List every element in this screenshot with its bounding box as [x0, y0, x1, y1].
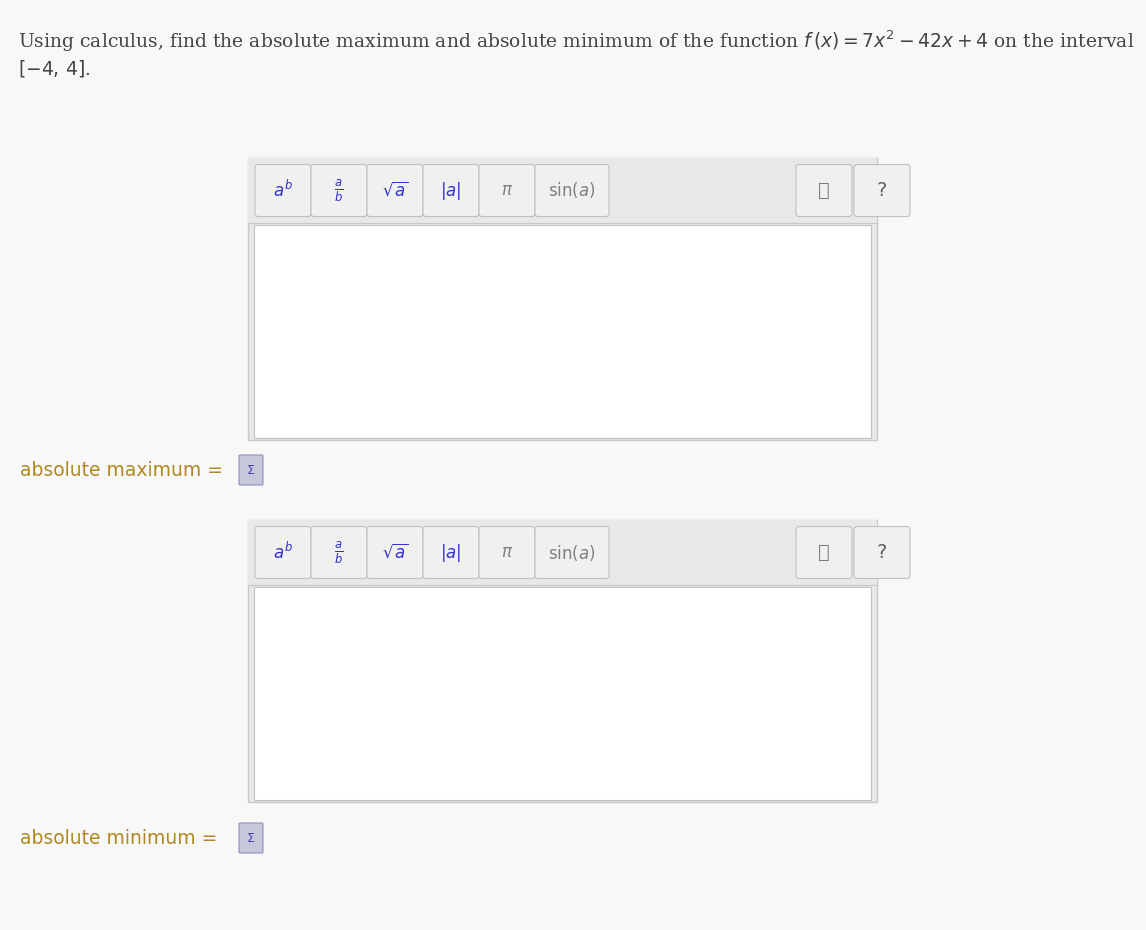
Text: $\pi$: $\pi$ — [501, 182, 513, 199]
Bar — [248, 520, 877, 802]
Text: $\Sigma$: $\Sigma$ — [246, 831, 256, 844]
FancyBboxPatch shape — [479, 526, 535, 578]
FancyBboxPatch shape — [479, 165, 535, 217]
Text: $a^b$: $a^b$ — [273, 542, 293, 563]
Bar — [254, 225, 871, 438]
Text: $\pi$: $\pi$ — [501, 544, 513, 561]
Bar — [254, 587, 871, 800]
Text: 🗑: 🗑 — [818, 543, 830, 562]
Bar — [248, 158, 877, 440]
Text: absolute maximum =: absolute maximum = — [19, 460, 223, 480]
Text: $a^b$: $a^b$ — [273, 179, 293, 201]
FancyBboxPatch shape — [535, 526, 609, 578]
Text: $\sqrt{a}$: $\sqrt{a}$ — [382, 543, 408, 562]
FancyBboxPatch shape — [240, 455, 262, 485]
Bar — [248, 158, 877, 223]
FancyBboxPatch shape — [796, 526, 851, 578]
FancyBboxPatch shape — [535, 165, 609, 217]
Text: 🗑: 🗑 — [818, 181, 830, 200]
Text: $\sqrt{a}$: $\sqrt{a}$ — [382, 181, 408, 200]
Bar — [248, 520, 877, 585]
Text: ?: ? — [877, 543, 887, 562]
FancyBboxPatch shape — [311, 165, 367, 217]
Text: $\sin(a)$: $\sin(a)$ — [548, 180, 596, 201]
FancyBboxPatch shape — [854, 526, 910, 578]
Text: $\frac{a}{b}$: $\frac{a}{b}$ — [335, 539, 344, 565]
FancyBboxPatch shape — [240, 823, 262, 853]
Text: $\Sigma$: $\Sigma$ — [246, 463, 256, 476]
FancyBboxPatch shape — [367, 526, 423, 578]
FancyBboxPatch shape — [423, 165, 479, 217]
FancyBboxPatch shape — [311, 526, 367, 578]
FancyBboxPatch shape — [256, 165, 311, 217]
Text: absolute minimum =: absolute minimum = — [19, 829, 218, 847]
Text: $|a|$: $|a|$ — [440, 541, 462, 564]
Text: $\frac{a}{b}$: $\frac{a}{b}$ — [335, 178, 344, 204]
FancyBboxPatch shape — [796, 165, 851, 217]
FancyBboxPatch shape — [367, 165, 423, 217]
Text: $\sin(a)$: $\sin(a)$ — [548, 542, 596, 563]
FancyBboxPatch shape — [256, 526, 311, 578]
Text: Using calculus, find the absolute maximum and absolute minimum of the function $: Using calculus, find the absolute maximu… — [18, 28, 1135, 54]
Text: $[-4,\,4]$.: $[-4,\,4]$. — [18, 58, 91, 79]
Text: $|a|$: $|a|$ — [440, 179, 462, 202]
Text: ?: ? — [877, 181, 887, 200]
FancyBboxPatch shape — [854, 165, 910, 217]
FancyBboxPatch shape — [423, 526, 479, 578]
